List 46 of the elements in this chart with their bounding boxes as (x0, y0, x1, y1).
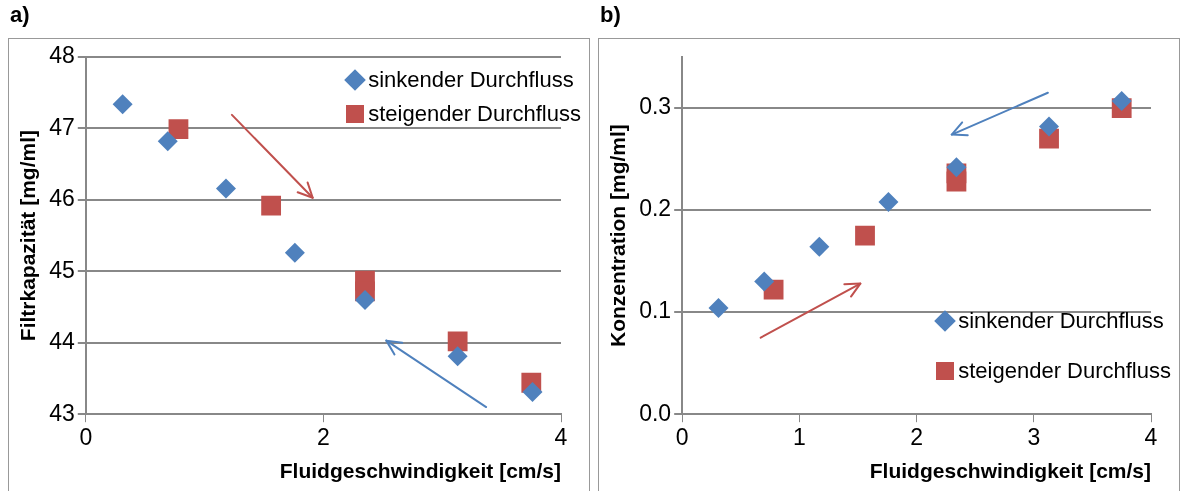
y-axis-title: Konzentration [mg/ml] (606, 124, 630, 348)
point (157, 131, 178, 152)
chart-title: b) (600, 2, 621, 28)
x-tick-label: 4 (1144, 424, 1158, 451)
point (855, 225, 875, 246)
point (809, 236, 830, 257)
y-tick-label: 0.2 (639, 195, 672, 222)
y-tick-label: 43 (49, 399, 75, 426)
point (708, 298, 729, 319)
x-axis-title: Fluidgeschwindigkeit [cm/s] (869, 459, 1151, 483)
point (878, 191, 899, 212)
legend-label: steigender Durchfluss (368, 101, 581, 127)
point (447, 331, 468, 352)
x-tick-label: 4 (554, 424, 568, 451)
y-axis-title: Filtrkapazität [mg/ml] (16, 130, 40, 342)
y-tick-label: 47 (49, 113, 75, 140)
y-tick-label: 0.3 (639, 93, 672, 120)
x-tick-label: 1 (792, 424, 806, 451)
legend-label: steigender Durchfluss (958, 358, 1171, 385)
x-tick-label: 0 (675, 424, 689, 451)
point (112, 94, 133, 115)
y-tick-label: 0.1 (639, 297, 672, 324)
point (946, 157, 967, 178)
legend-label: sinkender Durchfluss (958, 308, 1164, 335)
y-tick-label: 44 (49, 328, 75, 355)
point (447, 346, 468, 367)
x-tick-label: 0 (79, 424, 93, 451)
point (754, 271, 775, 292)
point (261, 195, 282, 216)
point (215, 178, 236, 199)
point (354, 289, 375, 310)
y-tick-label: 48 (49, 42, 75, 69)
y-tick-label: 46 (49, 185, 75, 212)
point (522, 382, 543, 403)
x-tick-label: 3 (1027, 424, 1041, 451)
point (1111, 90, 1132, 111)
point (168, 119, 189, 140)
y-tick-label: 45 (49, 256, 75, 283)
legend-label: sinkender Durchfluss (368, 67, 574, 93)
x-axis-title: Fluidgeschwindigkeit [cm/s] (279, 459, 561, 483)
x-tick-label: 2 (910, 424, 923, 451)
x-tick-label: 2 (316, 424, 330, 451)
chart-title: a) (10, 2, 30, 28)
point (1039, 116, 1060, 137)
point (284, 242, 305, 263)
y-tick-label: 0.0 (639, 399, 672, 426)
